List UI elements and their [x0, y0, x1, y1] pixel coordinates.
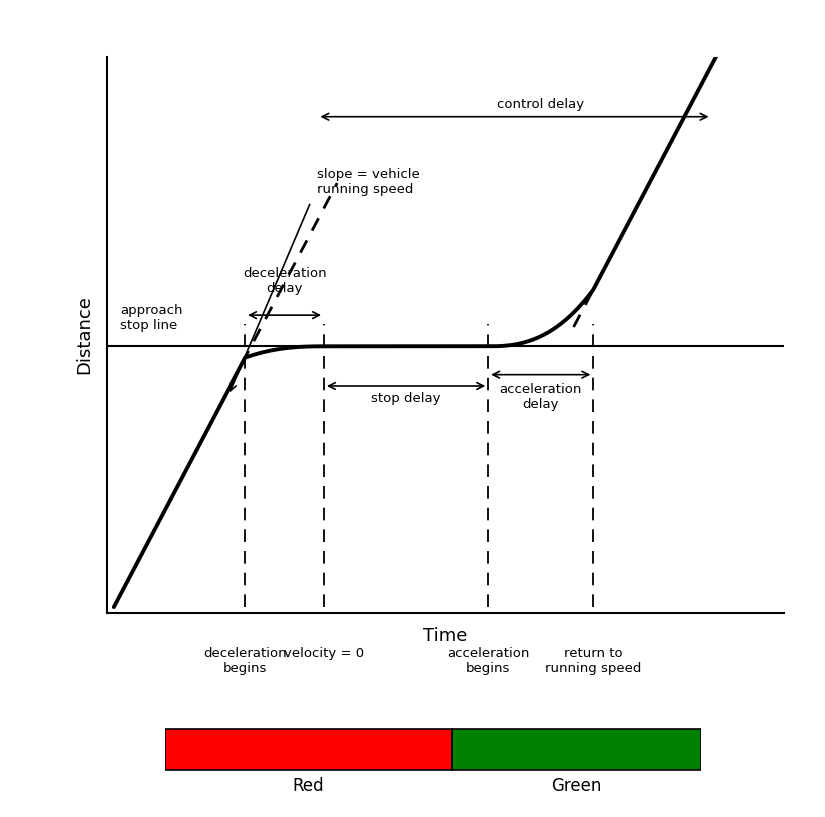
Text: acceleration
delay: acceleration delay [500, 383, 582, 411]
Bar [165, 730, 452, 770]
Text: velocity = 0: velocity = 0 [284, 647, 364, 660]
Text: acceleration
begins: acceleration begins [447, 647, 530, 675]
Text: deceleration
delay: deceleration delay [243, 267, 327, 295]
Bar [452, 730, 701, 770]
Text: Red: Red [293, 778, 324, 796]
Y-axis label: Distance: Distance [75, 296, 93, 374]
X-axis label: Time: Time [423, 627, 468, 645]
Text: approach
stop line: approach stop line [120, 304, 183, 333]
Text: stop delay: stop delay [371, 391, 441, 404]
Text: return to
running speed: return to running speed [545, 647, 642, 675]
Text: slope = vehicle
running speed: slope = vehicle running speed [318, 168, 420, 196]
Text: Green: Green [551, 778, 601, 796]
Text: control delay: control delay [497, 98, 584, 111]
Text: deceleration
begins: deceleration begins [204, 647, 287, 675]
